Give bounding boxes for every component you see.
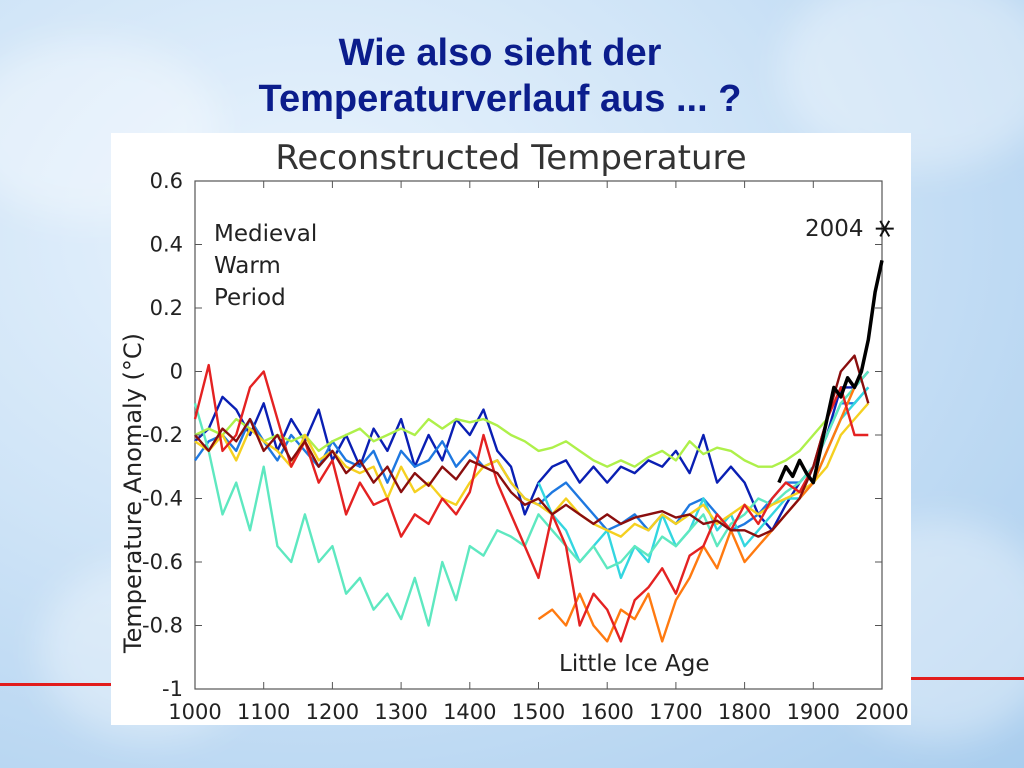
- medieval-label-line-1: Medieval: [214, 221, 317, 247]
- y-tick-label: 0.2: [150, 296, 183, 320]
- series-layer: [193, 260, 884, 643]
- series-line-8: [194, 354, 870, 538]
- reconstructed-temperature-chart: Reconstructed Temperature Temperature An…: [119, 138, 909, 724]
- y-tick-label: -1: [162, 677, 183, 701]
- x-tick-label: 1400: [443, 700, 496, 724]
- slide-title-line-1: Wie also sieht der: [338, 32, 662, 74]
- accent-line-left: [0, 683, 111, 686]
- x-tick-label: 1700: [649, 700, 702, 724]
- x-tick-label: 1900: [787, 700, 840, 724]
- y-tick-label: 0.4: [150, 233, 183, 257]
- y-tick-label: -0.6: [142, 550, 183, 574]
- chart-panel: Reconstructed Temperature Temperature An…: [111, 133, 911, 725]
- x-tick-label: 1300: [374, 700, 427, 724]
- plot-frame: [194, 180, 883, 690]
- series-line-3: [193, 370, 870, 627]
- x-tick-label: 1100: [237, 700, 290, 724]
- y-tick-label: -0.8: [142, 614, 183, 638]
- slide-title: Wie also sieht der Temperaturverlauf aus…: [0, 30, 1000, 122]
- x-tick-label: 1600: [580, 700, 633, 724]
- series-line-5: [194, 402, 870, 538]
- series-line-7: [193, 363, 869, 643]
- series-line-4: [194, 417, 828, 468]
- marker-2004-icon: [875, 220, 894, 237]
- x-tick-label: 1800: [718, 700, 771, 724]
- x-tick-label: 2000: [855, 700, 908, 724]
- marker-star-stroke: [879, 220, 891, 237]
- y-tick-label: -0.4: [142, 487, 183, 511]
- slide-title-line-2: Temperaturverlauf aus ... ?: [258, 78, 742, 120]
- series-line-9: [777, 260, 884, 485]
- chart-title: Reconstructed Temperature: [275, 138, 746, 178]
- x-tick-label: 1200: [306, 700, 359, 724]
- series-line-2: [537, 386, 870, 580]
- y-tick-label: 0.6: [150, 169, 183, 193]
- x-tick-label: 1500: [512, 700, 565, 724]
- medieval-label-line-2: Warm: [214, 253, 281, 279]
- little-ice-age-label: Little Ice Age: [559, 651, 709, 677]
- y-axis-label: Temperature Anomaly (°C): [119, 333, 147, 654]
- x-tick-label: 1000: [168, 700, 221, 724]
- y-tick-label: 0: [170, 360, 183, 384]
- y-tick-label: -0.2: [142, 423, 183, 447]
- accent-line-right: [911, 677, 1024, 680]
- medieval-label-line-3: Period: [214, 285, 286, 311]
- marker-2004-label: 2004: [805, 216, 864, 242]
